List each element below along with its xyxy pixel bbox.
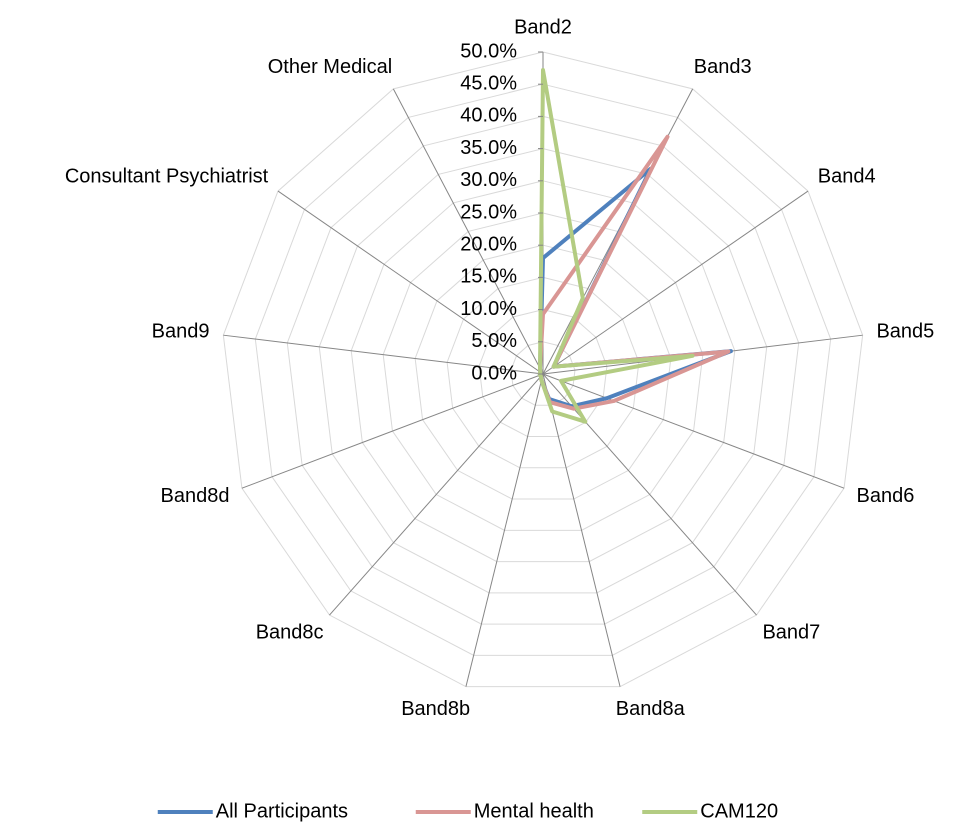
y-tick-label: 30.0% bbox=[460, 169, 517, 191]
spoke bbox=[329, 373, 544, 616]
y-tick-label: 15.0% bbox=[460, 266, 517, 288]
legend-label: CAM120 bbox=[700, 800, 778, 822]
grid-ring bbox=[446, 276, 640, 469]
category-label: Band9 bbox=[152, 321, 210, 343]
y-tick-label: 50.0% bbox=[460, 40, 517, 62]
y-tick-label: 35.0% bbox=[460, 137, 517, 159]
category-label: Band8a bbox=[616, 698, 686, 720]
y-tick-label: 40.0% bbox=[460, 105, 517, 127]
grid-ring bbox=[478, 309, 608, 438]
y-tick-label: 5.0% bbox=[471, 330, 517, 352]
spoke bbox=[277, 190, 544, 375]
category-label: Band8b bbox=[401, 698, 470, 720]
y-tick-label: 25.0% bbox=[460, 201, 517, 223]
category-label: Band3 bbox=[694, 56, 752, 78]
category-label: Other Medical bbox=[268, 56, 393, 78]
y-tick-label: 10.0% bbox=[460, 298, 517, 320]
y-tick-label: 0.0% bbox=[471, 362, 517, 384]
spoke bbox=[223, 334, 544, 375]
legend-label: Mental health bbox=[474, 800, 594, 822]
spoke bbox=[465, 373, 544, 687]
grid-ring bbox=[510, 341, 576, 406]
category-label: Consultant Psychiatrist bbox=[65, 166, 269, 188]
grid-ring bbox=[350, 180, 736, 563]
spoke bbox=[392, 88, 544, 375]
spoke bbox=[241, 373, 544, 489]
grid-ring bbox=[414, 244, 672, 500]
legend-label: All Participants bbox=[216, 800, 348, 822]
spoke bbox=[542, 190, 809, 375]
spoke bbox=[542, 373, 621, 687]
series-line bbox=[537, 68, 695, 424]
y-tick-label: 45.0% bbox=[460, 72, 517, 94]
category-label: Band4 bbox=[818, 166, 876, 188]
category-label: Band8c bbox=[256, 621, 324, 643]
grid-ring bbox=[318, 148, 768, 594]
category-label: Band7 bbox=[762, 621, 820, 643]
category-label: Band2 bbox=[514, 16, 572, 38]
category-label: Band5 bbox=[876, 321, 934, 343]
spoke bbox=[542, 373, 845, 489]
grid-ring bbox=[254, 83, 832, 656]
category-label: Band6 bbox=[857, 485, 915, 507]
y-tick-label: 20.0% bbox=[460, 233, 517, 255]
grid-ring bbox=[382, 212, 704, 531]
grid-ring bbox=[222, 51, 864, 688]
grid-ring bbox=[286, 115, 800, 625]
category-label: Band8d bbox=[161, 485, 230, 507]
